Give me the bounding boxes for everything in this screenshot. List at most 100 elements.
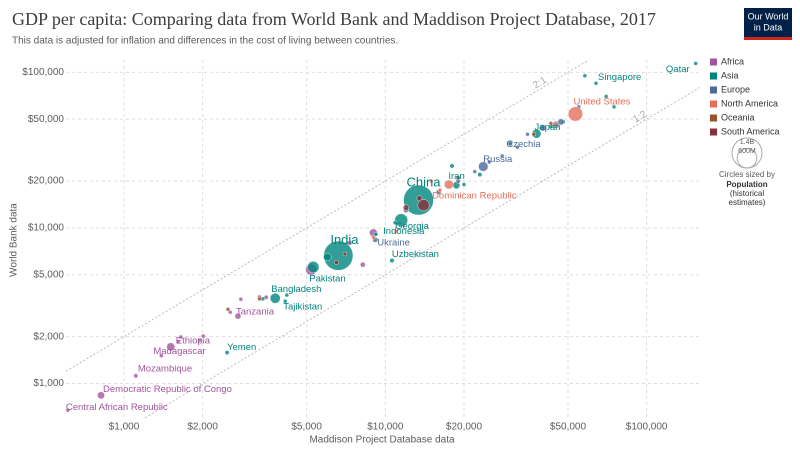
x-tick-label: $5,000 bbox=[291, 422, 322, 433]
size-legend-circle bbox=[736, 147, 758, 169]
x-tick-label: $2,000 bbox=[187, 422, 218, 433]
y-tick-label: $20,000 bbox=[28, 176, 65, 187]
point-label: Ethiopia bbox=[176, 335, 211, 346]
point-label: Democratic Republic of Congo bbox=[103, 384, 232, 395]
point bbox=[257, 296, 262, 302]
point-label: Ukraine bbox=[377, 237, 410, 248]
point bbox=[133, 373, 139, 379]
point bbox=[224, 350, 230, 355]
point-label: Yemen bbox=[227, 342, 256, 353]
point bbox=[284, 292, 290, 298]
point bbox=[392, 220, 398, 225]
x-tick-label: $100,000 bbox=[626, 422, 668, 433]
point-label: Qatar bbox=[666, 64, 690, 75]
reference-line bbox=[66, 60, 590, 372]
point bbox=[371, 235, 376, 240]
legend-swatch bbox=[710, 128, 717, 136]
size-legend-label: 1.4B bbox=[740, 139, 755, 146]
chart-subtitle: This data is adjusted for inflation and … bbox=[12, 36, 398, 47]
point-label: Bangladesh bbox=[271, 284, 321, 295]
legend-label: Europe bbox=[721, 84, 750, 94]
point bbox=[234, 312, 242, 320]
point bbox=[65, 408, 71, 413]
chart-title: GDP per capita: Comparing data from Worl… bbox=[12, 9, 656, 29]
point-label: Czechia bbox=[506, 139, 541, 150]
point bbox=[393, 229, 399, 234]
point-label: Georgia bbox=[395, 221, 430, 232]
point bbox=[568, 106, 583, 122]
point-label: Mozambique bbox=[138, 363, 192, 374]
point bbox=[342, 251, 348, 257]
point bbox=[444, 179, 454, 190]
legend-label: Asia bbox=[721, 70, 739, 80]
legend-label: Oceania bbox=[721, 112, 755, 122]
point bbox=[548, 121, 554, 126]
point-label: Iran bbox=[448, 171, 464, 182]
legend-label: South America bbox=[721, 126, 780, 136]
point bbox=[347, 240, 353, 246]
x-tick-label: $1,000 bbox=[109, 422, 140, 433]
point bbox=[225, 307, 231, 312]
point-label: Japan bbox=[535, 122, 561, 133]
point bbox=[477, 172, 483, 178]
logo-text: Our World bbox=[748, 11, 789, 21]
reference-label: 2:1 bbox=[531, 75, 549, 92]
point bbox=[197, 337, 202, 343]
point bbox=[557, 118, 565, 126]
reference-label: 1:2 bbox=[631, 109, 649, 126]
point bbox=[531, 132, 537, 137]
reference-line bbox=[143, 86, 700, 418]
logo-box bbox=[744, 8, 792, 37]
y-tick-label: $5,000 bbox=[33, 269, 64, 280]
point bbox=[159, 353, 164, 358]
x-tick-label: $50,000 bbox=[550, 422, 587, 433]
legend-label: Africa bbox=[721, 56, 744, 66]
legend-label: North America bbox=[721, 98, 778, 108]
point bbox=[429, 178, 434, 184]
logo-text: in Data bbox=[754, 22, 783, 32]
y-axis-title: World Bank data bbox=[9, 203, 20, 277]
point bbox=[178, 334, 184, 340]
legend-swatch bbox=[710, 72, 717, 80]
point bbox=[228, 310, 233, 315]
point bbox=[478, 161, 489, 172]
point bbox=[323, 252, 332, 262]
point-label: Indonesia bbox=[383, 226, 425, 237]
point bbox=[373, 232, 379, 237]
point bbox=[175, 339, 181, 345]
point bbox=[394, 213, 408, 227]
legend-swatch bbox=[710, 86, 717, 94]
size-legend-label: (historical bbox=[730, 189, 764, 198]
point bbox=[389, 258, 395, 263]
legend-swatch bbox=[710, 114, 717, 122]
y-tick-label: $10,000 bbox=[28, 223, 65, 234]
point bbox=[499, 153, 505, 159]
point bbox=[593, 81, 599, 86]
point bbox=[508, 141, 513, 146]
point bbox=[360, 261, 366, 268]
point bbox=[525, 132, 530, 137]
point bbox=[515, 145, 520, 150]
point-label: China bbox=[407, 174, 442, 189]
point bbox=[603, 94, 609, 99]
point bbox=[201, 333, 206, 339]
y-tick-label: $2,000 bbox=[33, 331, 64, 342]
point bbox=[539, 124, 547, 132]
logo-bar bbox=[744, 37, 792, 40]
point bbox=[693, 61, 698, 66]
point bbox=[611, 104, 617, 110]
point bbox=[238, 297, 244, 302]
point bbox=[437, 187, 443, 193]
size-legend-label: 600M bbox=[738, 148, 756, 155]
size-legend-label: Population bbox=[726, 180, 767, 189]
point bbox=[487, 159, 492, 165]
point-label: Tajikistan bbox=[283, 302, 322, 313]
point bbox=[269, 292, 281, 304]
point bbox=[449, 163, 455, 169]
point-label: India bbox=[330, 232, 359, 247]
point bbox=[307, 261, 320, 274]
y-tick-label: $1,000 bbox=[33, 378, 64, 389]
point-label: Pakistan bbox=[309, 274, 345, 285]
